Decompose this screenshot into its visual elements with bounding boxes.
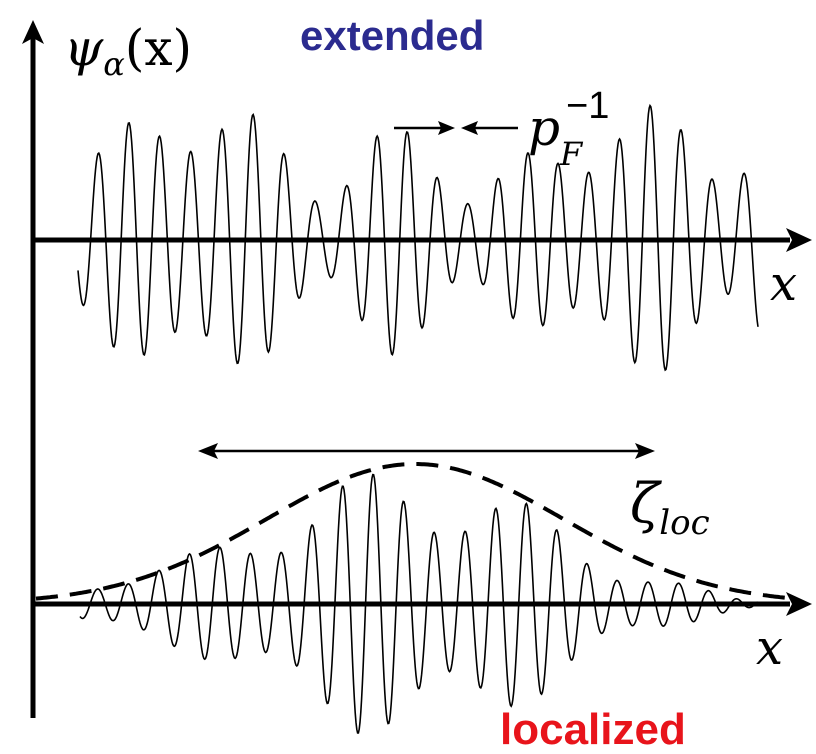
wavelength-arrowhead-right [461,121,478,135]
localized-wavefunction-curve [79,473,759,734]
localization-length-label: ζloc [630,472,710,543]
top-axis-x-label: x [770,256,797,312]
wavelength-arrowhead-left [438,121,455,135]
fermi-wavelength-label: pF [528,99,584,173]
vertical-axis-arrowhead [22,20,44,44]
extended-wavefunction-curve [77,103,759,372]
extended-label: extended [300,12,484,59]
localization-envelope-dashed [35,462,791,601]
localization-arrowhead-left [198,443,218,459]
localization-arrowhead-right [635,443,655,459]
localized-label: localized [500,705,686,754]
top-x-axis-arrowhead [786,228,812,252]
fermi-wavelength-exponent: −1 [566,85,609,127]
wavefunction-label: ψα(x) [64,19,192,83]
bottom-axis-x-label: x [756,620,783,676]
bottom-x-axis-arrowhead [786,592,812,616]
